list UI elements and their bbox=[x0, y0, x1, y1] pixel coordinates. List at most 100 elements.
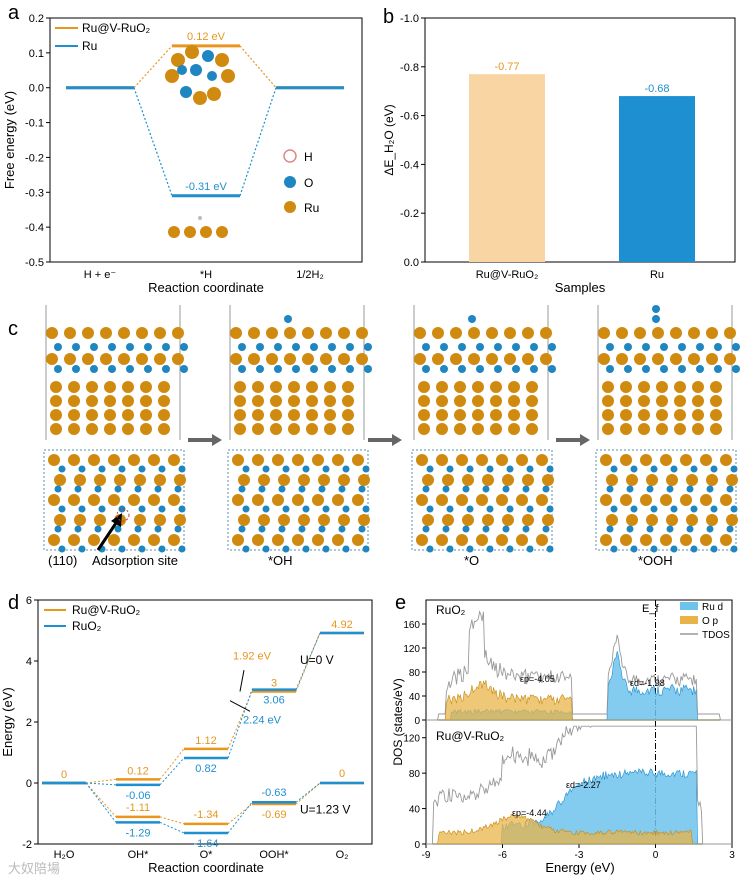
d-u0-1-connector bbox=[227, 689, 253, 759]
ru-atom bbox=[476, 494, 488, 506]
ru-atom bbox=[626, 474, 638, 486]
ru-atom bbox=[252, 381, 264, 393]
o-atom bbox=[650, 545, 658, 553]
o-atom bbox=[512, 343, 520, 351]
ru-atom bbox=[660, 454, 672, 466]
o-atom bbox=[154, 525, 162, 533]
o-atom bbox=[426, 505, 434, 513]
b-ytick-label: -1.0 bbox=[400, 13, 419, 25]
ru-atom bbox=[496, 534, 508, 546]
o-atom bbox=[542, 485, 550, 493]
ru-atom bbox=[234, 423, 246, 435]
ru-atom bbox=[522, 327, 534, 339]
o-atom bbox=[522, 525, 530, 533]
ru-atom bbox=[700, 534, 712, 546]
ru-atom bbox=[338, 474, 350, 486]
ru-atom bbox=[50, 381, 62, 393]
ru-atom bbox=[54, 514, 66, 526]
d-xtick-label: O* bbox=[200, 849, 214, 861]
ru-atom bbox=[252, 409, 264, 421]
o-atom bbox=[714, 343, 722, 351]
o-atom bbox=[732, 343, 740, 351]
ru-atom bbox=[48, 534, 60, 546]
ru-atom bbox=[472, 381, 484, 393]
ru-atom bbox=[318, 514, 330, 526]
ru-atom bbox=[318, 474, 330, 486]
o-atom bbox=[690, 505, 698, 513]
o-atom bbox=[422, 343, 430, 351]
ru-atom bbox=[54, 474, 66, 486]
ru-atom bbox=[456, 454, 468, 466]
b-bar-label: -0.77 bbox=[494, 61, 519, 73]
a-ytick-label: -0.4 bbox=[25, 222, 44, 234]
o-atom bbox=[530, 365, 538, 373]
ru-atom bbox=[306, 395, 318, 407]
o-atom bbox=[626, 525, 634, 533]
ru-atom bbox=[136, 353, 148, 365]
e-ytick-label: 0 bbox=[414, 716, 420, 727]
e-ytick-label: 0 bbox=[414, 840, 420, 851]
o-atom bbox=[506, 465, 514, 473]
o-atom bbox=[362, 465, 370, 473]
ru-atom bbox=[692, 395, 704, 407]
center-op-bottom: εp=-4.44 bbox=[512, 808, 547, 818]
o-atom bbox=[706, 485, 714, 493]
d-u0-0-connector bbox=[159, 748, 185, 780]
o-atom bbox=[54, 343, 62, 351]
ru-atom bbox=[128, 454, 140, 466]
o-atom bbox=[458, 343, 466, 351]
d-ytick-label: 4 bbox=[26, 656, 32, 668]
d-label-u123-blue: -1.29 bbox=[125, 827, 150, 839]
o-atom bbox=[180, 365, 188, 373]
ru-atom bbox=[50, 395, 62, 407]
o-atom bbox=[310, 343, 318, 351]
panel-label-d: d bbox=[8, 592, 20, 614]
chart-a: 0.2 0.1 0.0 -0.1 -0.2 -0.3 -0.4 -0.5 H + e⁻ *H 1/… bbox=[2, 13, 363, 295]
o-atom bbox=[178, 465, 186, 473]
ru-atom bbox=[634, 353, 646, 365]
ru-atom bbox=[174, 514, 186, 526]
ru-atom bbox=[140, 409, 152, 421]
ru-atom bbox=[128, 494, 140, 506]
o-atom bbox=[502, 525, 510, 533]
d-arrow bbox=[229, 700, 251, 712]
ru-atom bbox=[536, 534, 548, 546]
o-atom bbox=[346, 365, 354, 373]
ru-atom bbox=[356, 327, 368, 339]
o-atom bbox=[650, 465, 658, 473]
e-tdos-top bbox=[426, 610, 732, 721]
o-atom bbox=[606, 485, 614, 493]
d-label-u0-orange: 1.12 bbox=[195, 735, 216, 747]
ru-atom bbox=[234, 381, 246, 393]
e-xtick-label: -3 bbox=[575, 850, 584, 861]
ru-atom bbox=[692, 409, 704, 421]
o-atom bbox=[54, 485, 62, 493]
ru-atom bbox=[358, 474, 370, 486]
o-atom bbox=[318, 485, 326, 493]
o-atom bbox=[670, 465, 678, 473]
d-u0-0-connector bbox=[295, 632, 321, 692]
o-atom bbox=[158, 505, 166, 513]
chart-d-xlabel: Reaction coordinate bbox=[148, 860, 264, 875]
watermark: 大奴陪場 bbox=[8, 861, 61, 876]
ru-atom bbox=[324, 381, 336, 393]
chart-b-ylabel: ΔE_H₂O (eV) bbox=[382, 104, 396, 175]
o-atom bbox=[94, 525, 102, 533]
ru-atom bbox=[278, 514, 290, 526]
facet-label: (110) bbox=[48, 553, 77, 568]
d-u123-0-connector bbox=[159, 816, 185, 825]
ru-atom bbox=[726, 514, 738, 526]
ru-atom bbox=[158, 395, 170, 407]
o-atom bbox=[238, 365, 246, 373]
ru-atom bbox=[602, 409, 614, 421]
o-atom bbox=[606, 525, 614, 533]
o-atom bbox=[154, 485, 162, 493]
o-atom bbox=[358, 525, 366, 533]
ru-atom bbox=[284, 327, 296, 339]
d-label-u0-blue: 0.82 bbox=[195, 763, 216, 775]
b-ytick-label: -0.6 bbox=[400, 111, 419, 123]
ru-atom bbox=[292, 534, 304, 546]
o-atom bbox=[526, 505, 534, 513]
a-connector bbox=[239, 87, 277, 196]
o-atom bbox=[118, 545, 126, 553]
